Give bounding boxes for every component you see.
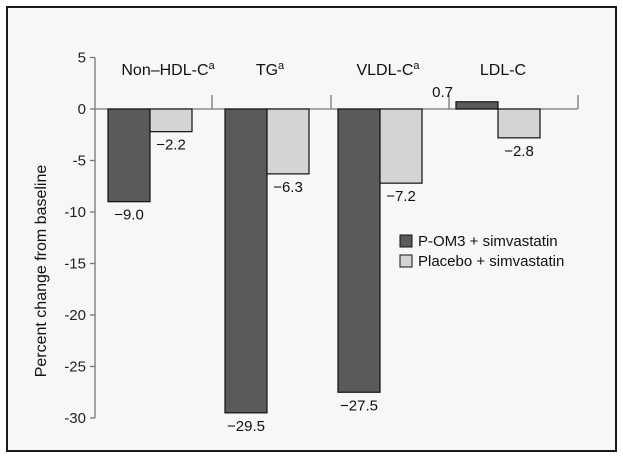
bar-value-label: −27.5 (340, 397, 378, 414)
bar (224, 108, 268, 414)
y-tick-label: -5 (73, 153, 86, 170)
bar-value-label: −6.3 (273, 179, 303, 196)
bar-value-label: −29.5 (227, 418, 265, 435)
bar-value-label: −7.2 (386, 188, 416, 205)
bars (107, 101, 541, 414)
chart-frame (6, 6, 617, 452)
legend: P-OM3 + simvastatin Placebo + simvastatin (399, 233, 564, 270)
bar (266, 108, 310, 175)
category-label: LDL-C (480, 62, 526, 79)
category-label: TGa (256, 60, 285, 79)
category-label: Non–HDL-Ca (121, 60, 215, 79)
y-tick-label: -20 (64, 307, 86, 324)
bar (107, 108, 151, 203)
y-axis-title: Percent change from baseline (33, 165, 50, 378)
bar-value-label: −9.0 (114, 207, 144, 224)
category-label: VLDL-Ca (356, 60, 420, 79)
y-tick-label: -30 (64, 410, 86, 427)
y-tick-label: -25 (64, 359, 86, 376)
y-tick-label: 0 (78, 101, 86, 118)
legend-label: Placebo + simvastatin (418, 253, 564, 270)
bar (497, 108, 541, 139)
bar (149, 108, 193, 133)
bar (337, 108, 381, 393)
y-tick-label: -10 (64, 204, 86, 221)
legend-swatch (399, 254, 413, 268)
bar-value-label: 0.7 (432, 84, 453, 101)
legend-label: P-OM3 + simvastatin (418, 233, 558, 250)
bar (379, 108, 423, 184)
bar-value-label: −2.8 (504, 143, 534, 160)
y-tick-label: -15 (64, 256, 86, 273)
data-labels: −9.0 −29.5 −27.5 0.7 −2.2 −6.3 −7.2 −2.8 (114, 84, 534, 435)
legend-swatch (399, 234, 413, 248)
y-tick-label: 5 (78, 50, 86, 67)
bar-value-label: −2.2 (156, 137, 186, 154)
bar (455, 101, 499, 110)
